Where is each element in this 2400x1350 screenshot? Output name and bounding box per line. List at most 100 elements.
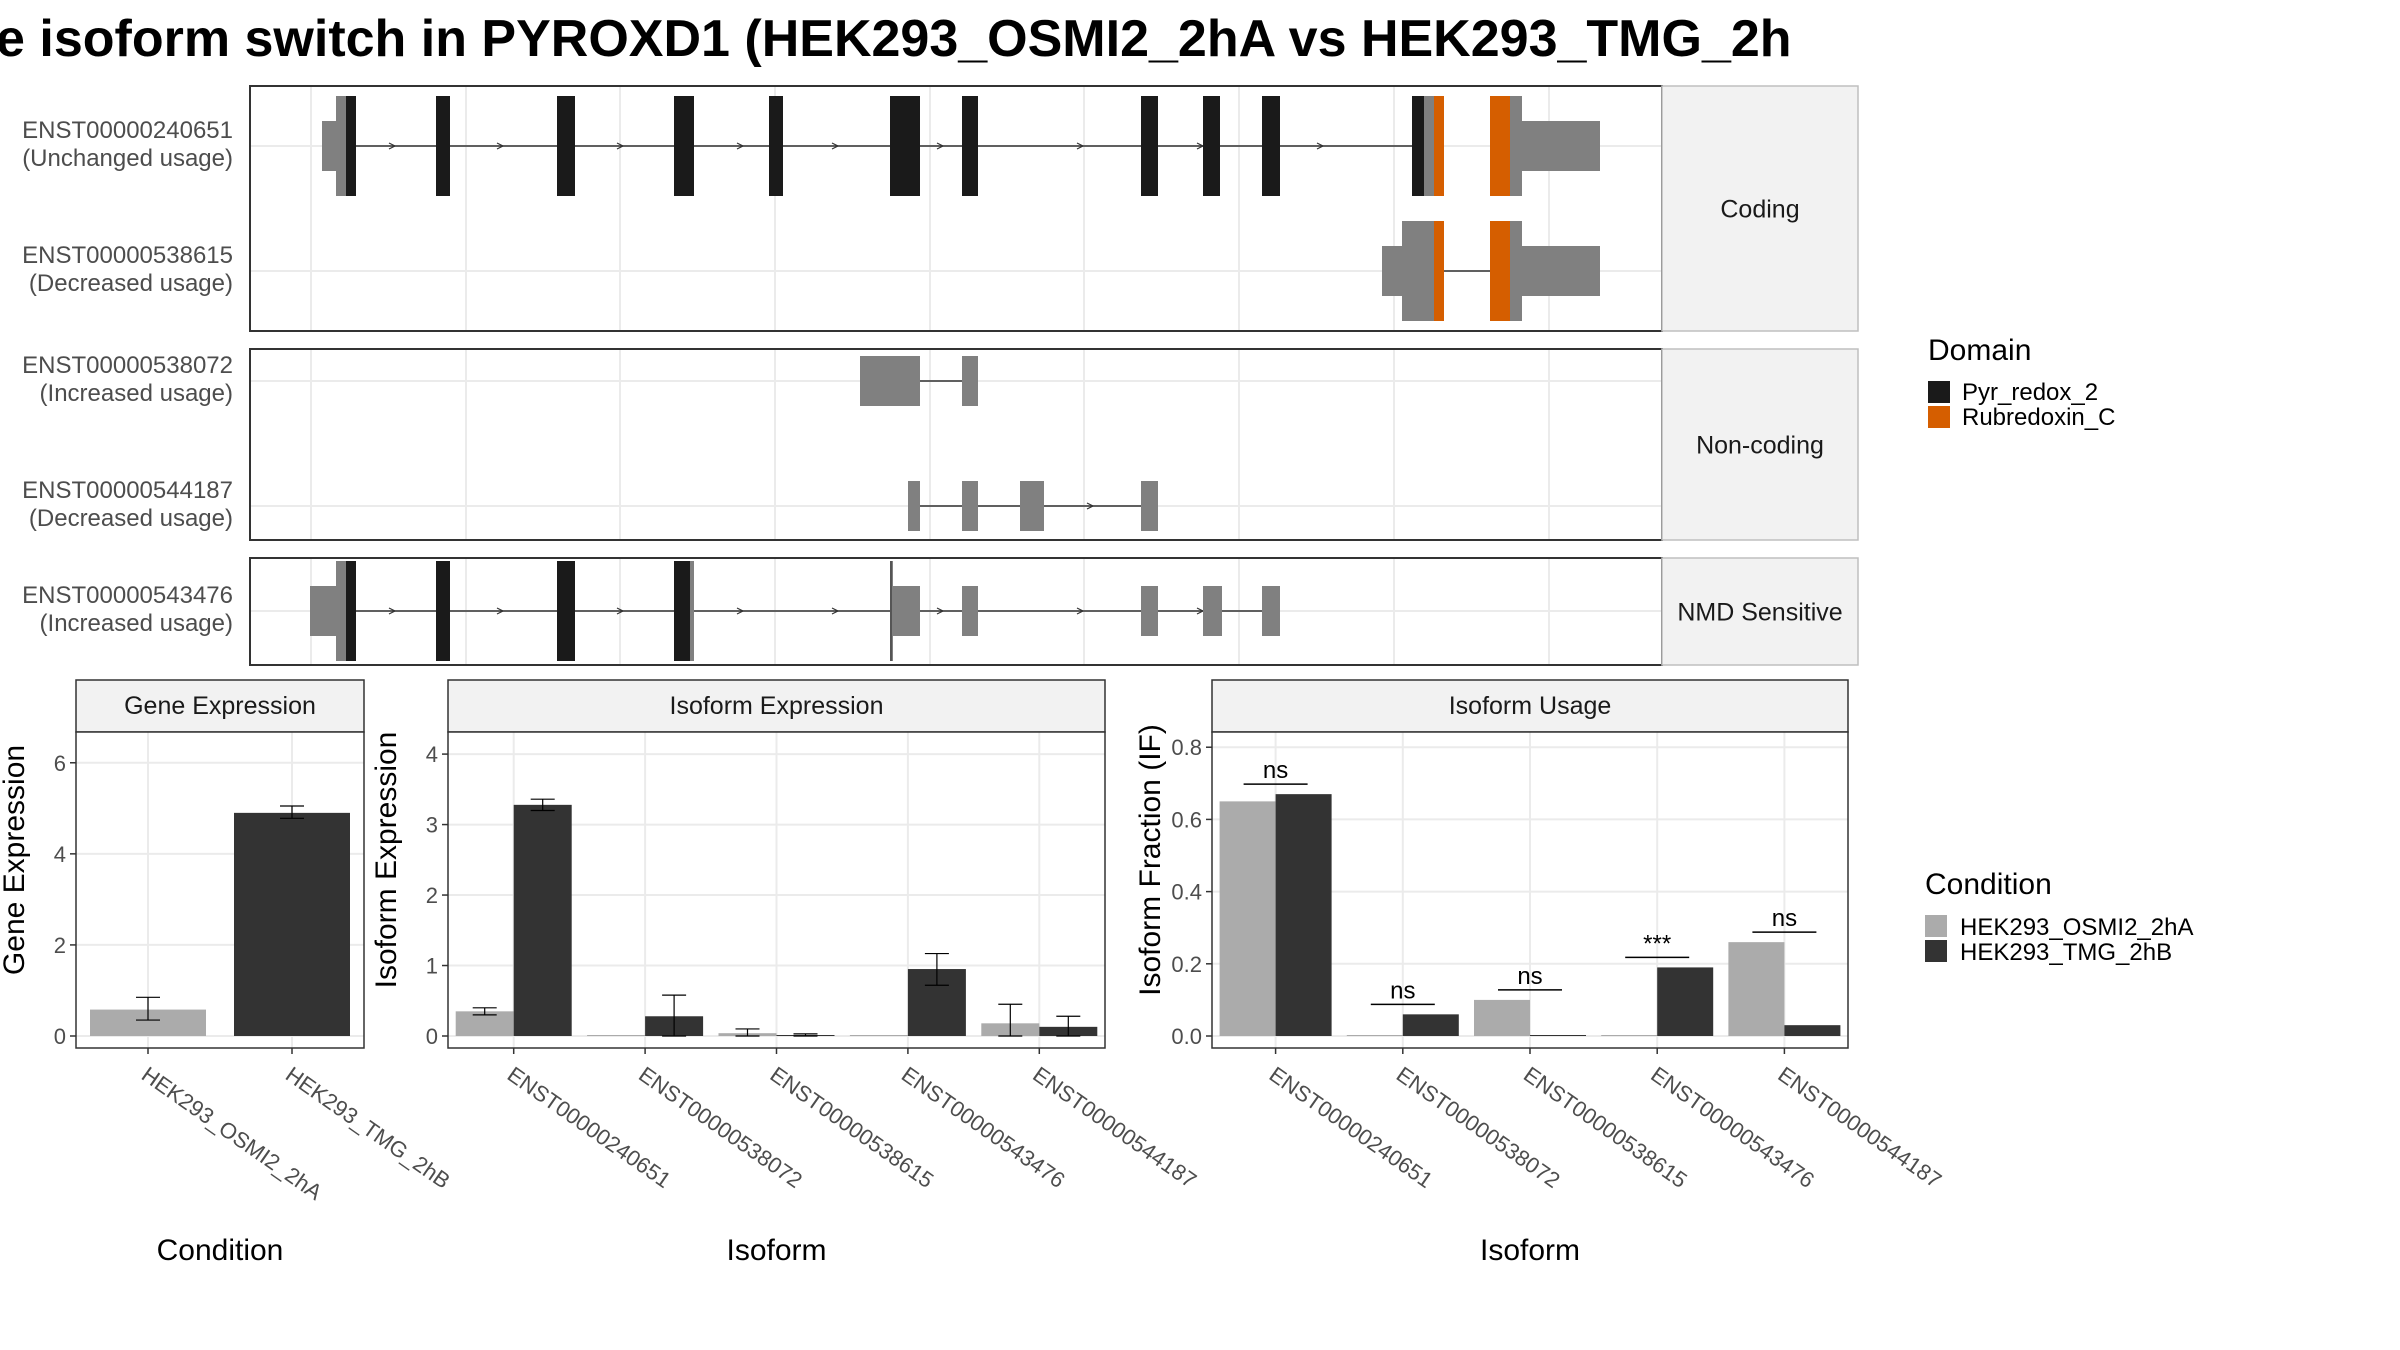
bar-chart-3: Isoform Usage0.00.20.40.60.8nsnsns***nsE…	[1134, 679, 1946, 1267]
exon-block	[1262, 586, 1280, 636]
x-axis-title: Isoform	[1480, 1234, 1580, 1267]
exon-block	[1412, 96, 1424, 196]
intron-direction-arrow	[936, 142, 945, 150]
error-bar	[735, 1028, 760, 1037]
significance-label: ns	[1772, 905, 1797, 932]
exon-block	[893, 586, 920, 636]
exon-block	[1382, 246, 1402, 296]
significance-label: ***	[1643, 930, 1671, 957]
exon-block	[962, 586, 978, 636]
exon-block	[674, 561, 690, 661]
error-bar	[136, 996, 160, 1021]
bar-condition-b	[234, 812, 350, 1036]
chart-plot-border	[75, 731, 365, 1049]
transcript-id-label: ENST00000538615	[22, 242, 233, 269]
intron-direction-arrow	[616, 607, 625, 615]
exon-block	[1203, 96, 1220, 196]
bar-condition-a	[1346, 1035, 1403, 1036]
domain-legend-key-rubredoxin	[1928, 406, 1950, 428]
exon-block	[1434, 96, 1444, 196]
y-tick-label: 0	[54, 1024, 66, 1049]
bar-condition-a	[1728, 942, 1785, 1036]
structure-strip	[1661, 557, 1859, 666]
transcript-usage-label: (Increased usage)	[40, 610, 233, 637]
error-bar	[793, 1033, 818, 1037]
exon-block	[322, 121, 338, 171]
condition-legend-label-a: HEK293_OSMI2_2hA	[1960, 914, 2193, 941]
bar-charts: Gene Expression0246HEK293_OSMI2_2hAHEK29…	[0, 679, 1946, 1267]
bar-chart-2: Isoform Expression01234ENST00000240651EN…	[370, 679, 1201, 1267]
chart-strip	[447, 679, 1106, 733]
intron-direction-arrow	[388, 607, 397, 615]
transcript-track: ENST00000544187(Decreased usage)	[22, 477, 1158, 532]
exon-block	[1141, 586, 1158, 636]
structure-panel-3: NMD Sensitive ENST00000543476(Increased u…	[22, 557, 1859, 666]
exon-block	[1490, 221, 1510, 321]
exon-block	[1510, 96, 1522, 196]
intron-direction-arrow	[736, 142, 745, 150]
exon-block	[310, 586, 338, 636]
exon-block	[1020, 481, 1044, 531]
transcript-id-label: ENST00000543476	[22, 582, 233, 609]
exon-block	[1424, 96, 1434, 196]
intron-direction-arrow	[616, 142, 625, 150]
intron-direction-arrow	[736, 607, 745, 615]
chart-title: Isoform Expression	[670, 692, 884, 720]
structure-panel-bg	[250, 86, 1662, 331]
y-axis-title: Isoform Fraction (IF)	[1134, 724, 1167, 996]
y-tick-label: 0.0	[1171, 1024, 1202, 1049]
significance-label: ns	[1263, 757, 1288, 784]
domain-legend-label-pyr-redox: Pyr_redox_2	[1962, 379, 2098, 406]
exon-block	[1522, 121, 1600, 171]
domain-legend-title: Domain	[1928, 334, 2031, 367]
exon-block	[336, 96, 346, 196]
exon-block	[962, 481, 978, 531]
y-tick-label: 4	[54, 842, 66, 867]
transcript-usage-label: (Decreased usage)	[29, 270, 233, 297]
error-bar	[280, 805, 304, 819]
exon-block	[962, 96, 978, 196]
y-axis-title: Gene Expression	[0, 745, 31, 975]
exon-block	[890, 96, 920, 196]
significance-label: ns	[1390, 977, 1415, 1004]
exon-block	[674, 96, 694, 196]
exon-block	[1434, 221, 1444, 321]
bar-condition-b	[1402, 1014, 1459, 1036]
exon-block	[769, 96, 783, 196]
y-axis-title: Isoform Expression	[370, 732, 403, 989]
y-tick-label: 0.4	[1171, 880, 1202, 905]
transcript-track: ENST00000543476(Increased usage)	[22, 561, 1280, 661]
transcript-track: ENST00000538615(Decreased usage)	[22, 221, 1600, 321]
condition-legend-title: Condition	[1925, 868, 2052, 901]
significance-label: ns	[1517, 963, 1542, 990]
domain-legend-label-rubredoxin: Rubredoxin_C	[1962, 404, 2115, 431]
chart-strip	[1211, 679, 1849, 733]
exon-block	[346, 96, 356, 196]
error-bar	[662, 994, 687, 1037]
y-tick-label: 0.2	[1171, 952, 1202, 977]
structure-strip-label: Coding	[1720, 196, 1799, 224]
intron-direction-arrow	[1076, 142, 1085, 150]
condition-legend-key-a	[1925, 915, 1947, 937]
transcript-id-label: ENST00000544187	[22, 477, 233, 504]
error-bar	[998, 1003, 1023, 1037]
intron-direction-arrow	[1316, 142, 1325, 150]
exon-block	[1510, 221, 1522, 321]
error-bar	[472, 1007, 497, 1016]
y-tick-label: 4	[426, 742, 438, 767]
y-tick-label: 0	[426, 1024, 438, 1049]
bar-condition-a	[1474, 999, 1530, 1036]
exon-block	[557, 96, 575, 196]
intron-direction-arrow	[1086, 502, 1095, 510]
exon-block	[690, 561, 694, 661]
condition-legend: Condition HEK293_OSMI2_2hA HEK293_TMG_2h…	[1925, 868, 2193, 966]
transcript-usage-label: (Increased usage)	[40, 380, 233, 407]
figure-title: e isoform switch in PYROXD1 (HEK293_OSMI…	[0, 10, 1792, 68]
chart-title: Isoform Usage	[1449, 692, 1612, 720]
exon-block	[436, 561, 450, 661]
intron-direction-arrow	[831, 607, 840, 615]
y-tick-label: 0.6	[1171, 807, 1202, 832]
chart-title: Gene Expression	[124, 692, 316, 720]
bar-condition-b	[1784, 1025, 1841, 1036]
